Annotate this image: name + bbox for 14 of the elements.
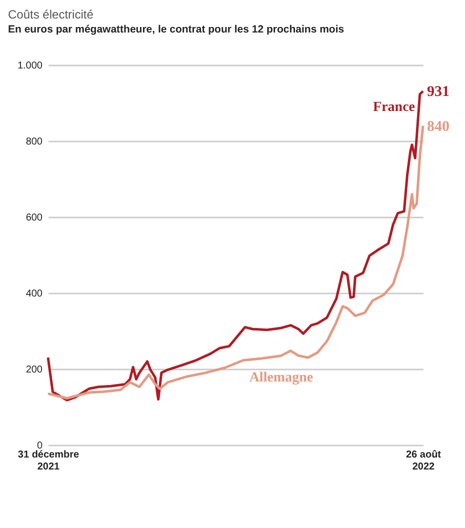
chart-subtitle: En euros par mégawattheure, le contrat pour les 12 prochains mois: [8, 24, 344, 36]
y-tick-label: 600: [26, 212, 43, 224]
x-tick-label: 31 décembre 2021: [18, 450, 80, 472]
data-label: 931: [427, 84, 450, 100]
data-label: 840: [427, 118, 450, 135]
y-tick-label: 0: [36, 440, 43, 452]
series-label: Allemagne: [249, 370, 314, 386]
x-tick-label: 26 août 2022: [406, 450, 442, 472]
y-tick-label: 400: [26, 288, 43, 300]
y-tick-label: 200: [26, 364, 43, 376]
chart-title: Coûts électricité: [8, 8, 94, 22]
y-tick-label: 1.000: [17, 60, 43, 72]
series-label: France: [373, 100, 415, 116]
y-tick-label: 800: [26, 136, 43, 148]
